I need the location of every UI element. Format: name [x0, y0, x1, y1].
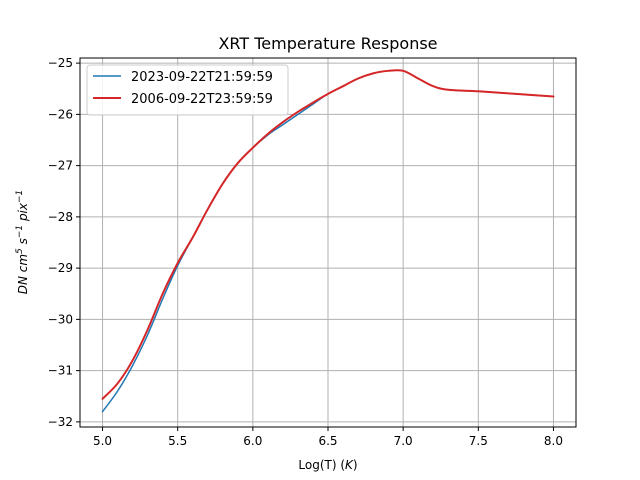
- x-axis-ticks: 5.0 5.5 6.0 6.5 7.0 7.5 8.0: [93, 427, 563, 448]
- y-tick-label: −29: [48, 261, 73, 275]
- y-tick-label: −32: [48, 415, 73, 429]
- y-tick-label: −28: [48, 210, 73, 224]
- y-tick-label: −31: [48, 364, 73, 378]
- series-lines: [101, 69, 555, 413]
- x-tick-label: 6.0: [243, 434, 262, 448]
- legend: 2023-09-22T21:59:59 2006-09-22T23:59:59: [86, 64, 289, 116]
- legend-label-series-1: 2023-09-22T21:59:59: [131, 70, 273, 85]
- chart-title: XRT Temperature Response: [218, 34, 437, 53]
- y-axis-ticks: −32 −31 −30 −29 −28 −27 −26 −25: [48, 56, 80, 429]
- y-tick-label: −25: [48, 56, 73, 70]
- x-tick-label: 6.5: [318, 434, 337, 448]
- x-tick-label: 8.0: [544, 434, 563, 448]
- y-tick-label: −30: [48, 312, 73, 326]
- x-tick-label: 5.5: [168, 434, 187, 448]
- series-line-2: [101, 69, 555, 400]
- y-tick-label: −26: [48, 107, 73, 121]
- y-tick-label: −27: [48, 159, 73, 173]
- grid: [80, 58, 576, 427]
- x-tick-label: 7.0: [394, 434, 413, 448]
- legend-box: [86, 64, 289, 116]
- x-tick-label: 7.5: [469, 434, 488, 448]
- y-axis-label: DN cm5 s−1 pix−1: [15, 190, 30, 295]
- x-tick-label: 5.0: [93, 434, 112, 448]
- x-axis-label: Log(T) (K): [298, 458, 357, 472]
- legend-label-series-2: 2006-09-22T23:59:59: [131, 92, 273, 107]
